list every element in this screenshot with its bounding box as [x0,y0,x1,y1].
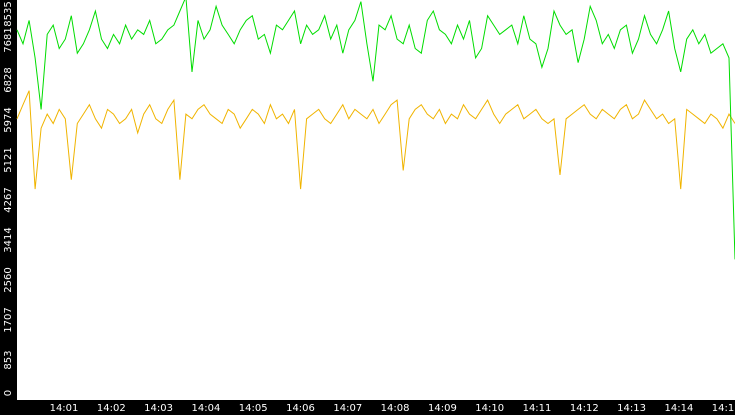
x-tick-label: 14:06 [286,403,315,414]
y-tick-label: 853 [3,350,14,369]
x-tick-label: 14:13 [617,403,646,414]
y-tick-label: 1707 [3,307,14,332]
y-tick-label: 4267 [3,187,14,212]
y-tick-label: 3414 [3,227,14,252]
y-tick-label: 0 [3,390,14,396]
y-axis-band [0,0,17,415]
y-tick-label: 2560 [3,267,14,292]
x-tick-label: 14:09 [428,403,457,414]
series-line [16,0,735,260]
x-tick-label: 14:01 [50,403,79,414]
x-tick-label: 14:07 [333,403,362,414]
y-tick-label: 7681 [3,27,14,52]
x-tick-label: 14:10 [475,403,504,414]
y-tick-label: 8535 [3,1,14,26]
x-tick-label: 14:11 [523,403,552,414]
x-tick-label: 14:05 [239,403,268,414]
x-tick-label: 14:15 [712,403,735,414]
x-tick-label: 14:12 [570,403,599,414]
y-tick-label: 5974 [3,107,14,132]
x-tick-label: 14:03 [144,403,173,414]
series-line [16,90,735,190]
x-tick-label: 14:02 [97,403,126,414]
x-axis-band [0,400,735,415]
x-tick-label: 14:08 [381,403,410,414]
y-tick-label: 5121 [3,147,14,172]
x-tick-label: 14:14 [664,403,693,414]
y-tick-label: 6828 [3,67,14,92]
x-tick-label: 14:04 [191,403,220,414]
